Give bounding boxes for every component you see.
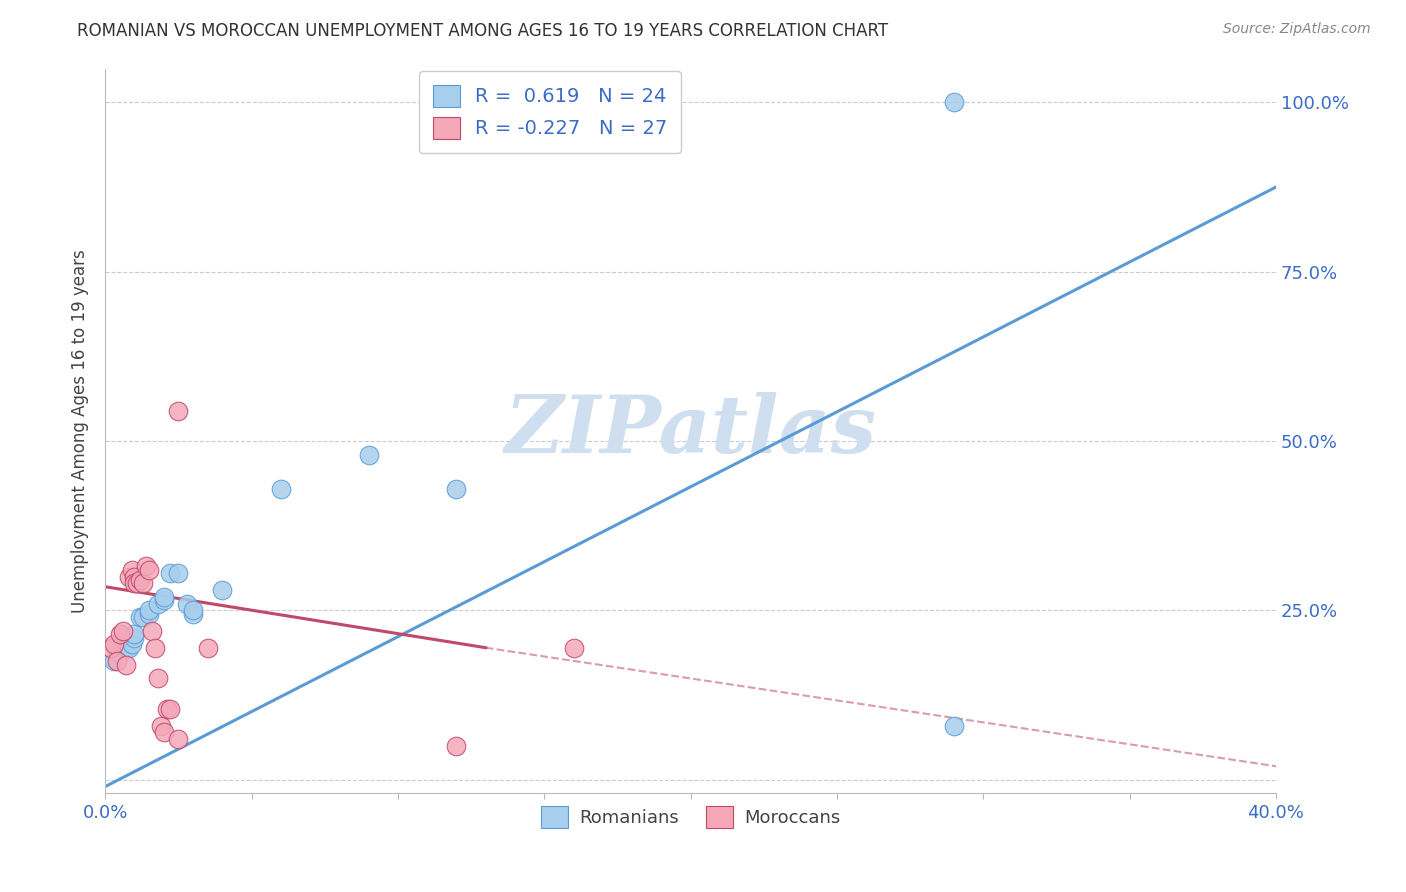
Point: [181, 603, 204, 617]
Text: ROMANIAN VS MOROCCAN UNEMPLOYMENT AMONG AGES 16 TO 19 YEARS CORRELATION CHART: ROMANIAN VS MOROCCAN UNEMPLOYMENT AMONG …: [77, 22, 889, 40]
Point: [167, 403, 190, 417]
Point: [167, 566, 190, 581]
Point: [943, 718, 966, 732]
Point: [357, 448, 380, 462]
Point: [132, 576, 155, 591]
Point: [138, 607, 160, 621]
Point: [446, 482, 468, 496]
Point: [103, 637, 125, 651]
Point: [143, 640, 166, 655]
Point: [270, 482, 292, 496]
Point: [132, 610, 155, 624]
Point: [943, 95, 966, 110]
Point: [117, 640, 139, 655]
Point: [141, 624, 163, 638]
Point: [176, 597, 198, 611]
Text: Source: ZipAtlas.com: Source: ZipAtlas.com: [1223, 22, 1371, 37]
Point: [124, 631, 146, 645]
Point: [103, 654, 125, 668]
Point: [446, 739, 468, 753]
Point: [100, 640, 122, 655]
Point: [124, 627, 146, 641]
Point: [124, 576, 146, 591]
Point: [146, 597, 169, 611]
Point: [114, 640, 136, 655]
Point: [211, 583, 233, 598]
Point: [138, 563, 160, 577]
Point: [159, 701, 181, 715]
Point: [121, 563, 143, 577]
Point: [108, 648, 131, 662]
Point: [152, 590, 174, 604]
Point: [108, 627, 131, 641]
Point: [167, 732, 190, 747]
Y-axis label: Unemployment Among Ages 16 to 19 years: Unemployment Among Ages 16 to 19 years: [72, 249, 89, 613]
Legend: Romanians, Moroccans: Romanians, Moroccans: [534, 798, 848, 835]
Point: [105, 654, 128, 668]
Point: [121, 637, 143, 651]
Point: [562, 640, 585, 655]
Point: [129, 610, 152, 624]
Point: [124, 569, 146, 583]
Point: [197, 640, 219, 655]
Point: [146, 671, 169, 685]
Point: [156, 701, 179, 715]
Point: [117, 569, 139, 583]
Point: [149, 718, 172, 732]
Point: [114, 657, 136, 672]
Point: [127, 576, 149, 591]
Point: [129, 573, 152, 587]
Point: [181, 607, 204, 621]
Point: [159, 566, 181, 581]
Point: [152, 725, 174, 739]
Point: [111, 624, 134, 638]
Point: [135, 559, 157, 574]
Point: [138, 603, 160, 617]
Point: [152, 593, 174, 607]
Text: ZIPatlas: ZIPatlas: [505, 392, 877, 470]
